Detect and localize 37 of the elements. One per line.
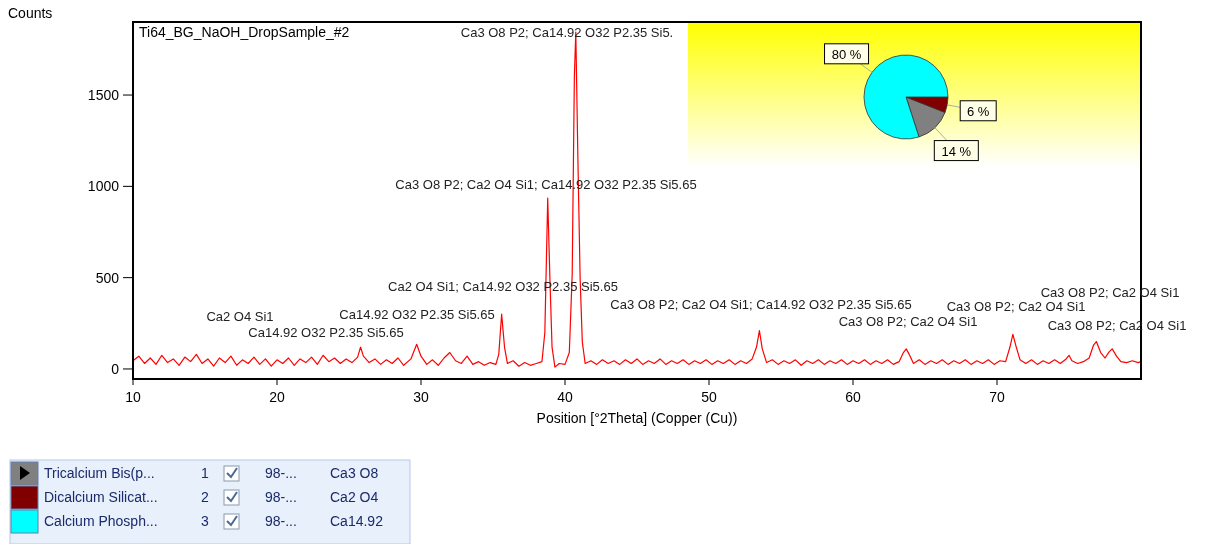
annotation: Ca2 O4 Si1 — [206, 309, 274, 324]
x-tick-label: 70 — [989, 389, 1005, 405]
legend-label: Tricalcium Bis(p... — [44, 465, 155, 481]
x-tick-label: 60 — [845, 389, 861, 405]
annotation: Ca3 O8 P2; Ca2 O4 Si1 — [946, 299, 1086, 314]
legend-label: Dicalcium Silicat... — [44, 489, 158, 505]
annotation: Ca14.92 O32 P2.35 Si5.65 — [248, 325, 404, 340]
annotation: Ca3 O8 P2; Ca14.92 O32 P2.35 Si5. — [460, 25, 674, 40]
chart-title: Ti64_BG_NaOH_DropSample_#2 — [139, 24, 350, 40]
text: 3 — [201, 513, 210, 529]
annotation: Ca3 O8 P2; Ca2 O4 Si1; Ca14.92 O32 P2.35 Si5.65 — [610, 297, 912, 312]
pie-slice — [863, 54, 949, 140]
y-tick-label: 1000 — [87, 178, 120, 195]
x-axis-title: Position [°2Theta] (Copper (Cu)) — [536, 410, 738, 426]
data-label: 14 % — [941, 143, 972, 159]
data-label: 6 % — [966, 103, 990, 119]
y-axis-title: Counts — [8, 5, 53, 21]
text: 2 — [201, 489, 210, 505]
x-tick-label: 50 — [701, 389, 717, 405]
text: Ca2 O4 — [330, 489, 379, 505]
text: 98-... — [265, 465, 297, 481]
x-tick-label: 10 — [125, 389, 141, 405]
text: 98-... — [265, 513, 297, 529]
y-tick-label: 1500 — [87, 87, 120, 104]
text: 1 — [201, 465, 210, 481]
x-tick-label: 20 — [269, 389, 285, 405]
y-tick-label: 0 — [111, 360, 120, 377]
x-tick-label: 40 — [557, 389, 573, 405]
text: 98-... — [265, 489, 297, 505]
legend-label: Calcium Phosph... — [44, 513, 158, 529]
annotation: Ca14.92 O32 P2.35 Si5.65 — [339, 307, 495, 322]
annotation: Ca3 O8 P2; Ca2 O4 Si1 — [838, 314, 978, 329]
data-label: 80 % — [831, 46, 862, 62]
x-tick-label: 30 — [413, 389, 429, 405]
text: Ca14.92 — [330, 513, 384, 529]
text: Ca3 O8 — [330, 465, 379, 481]
y-tick-label: 500 — [95, 269, 120, 286]
